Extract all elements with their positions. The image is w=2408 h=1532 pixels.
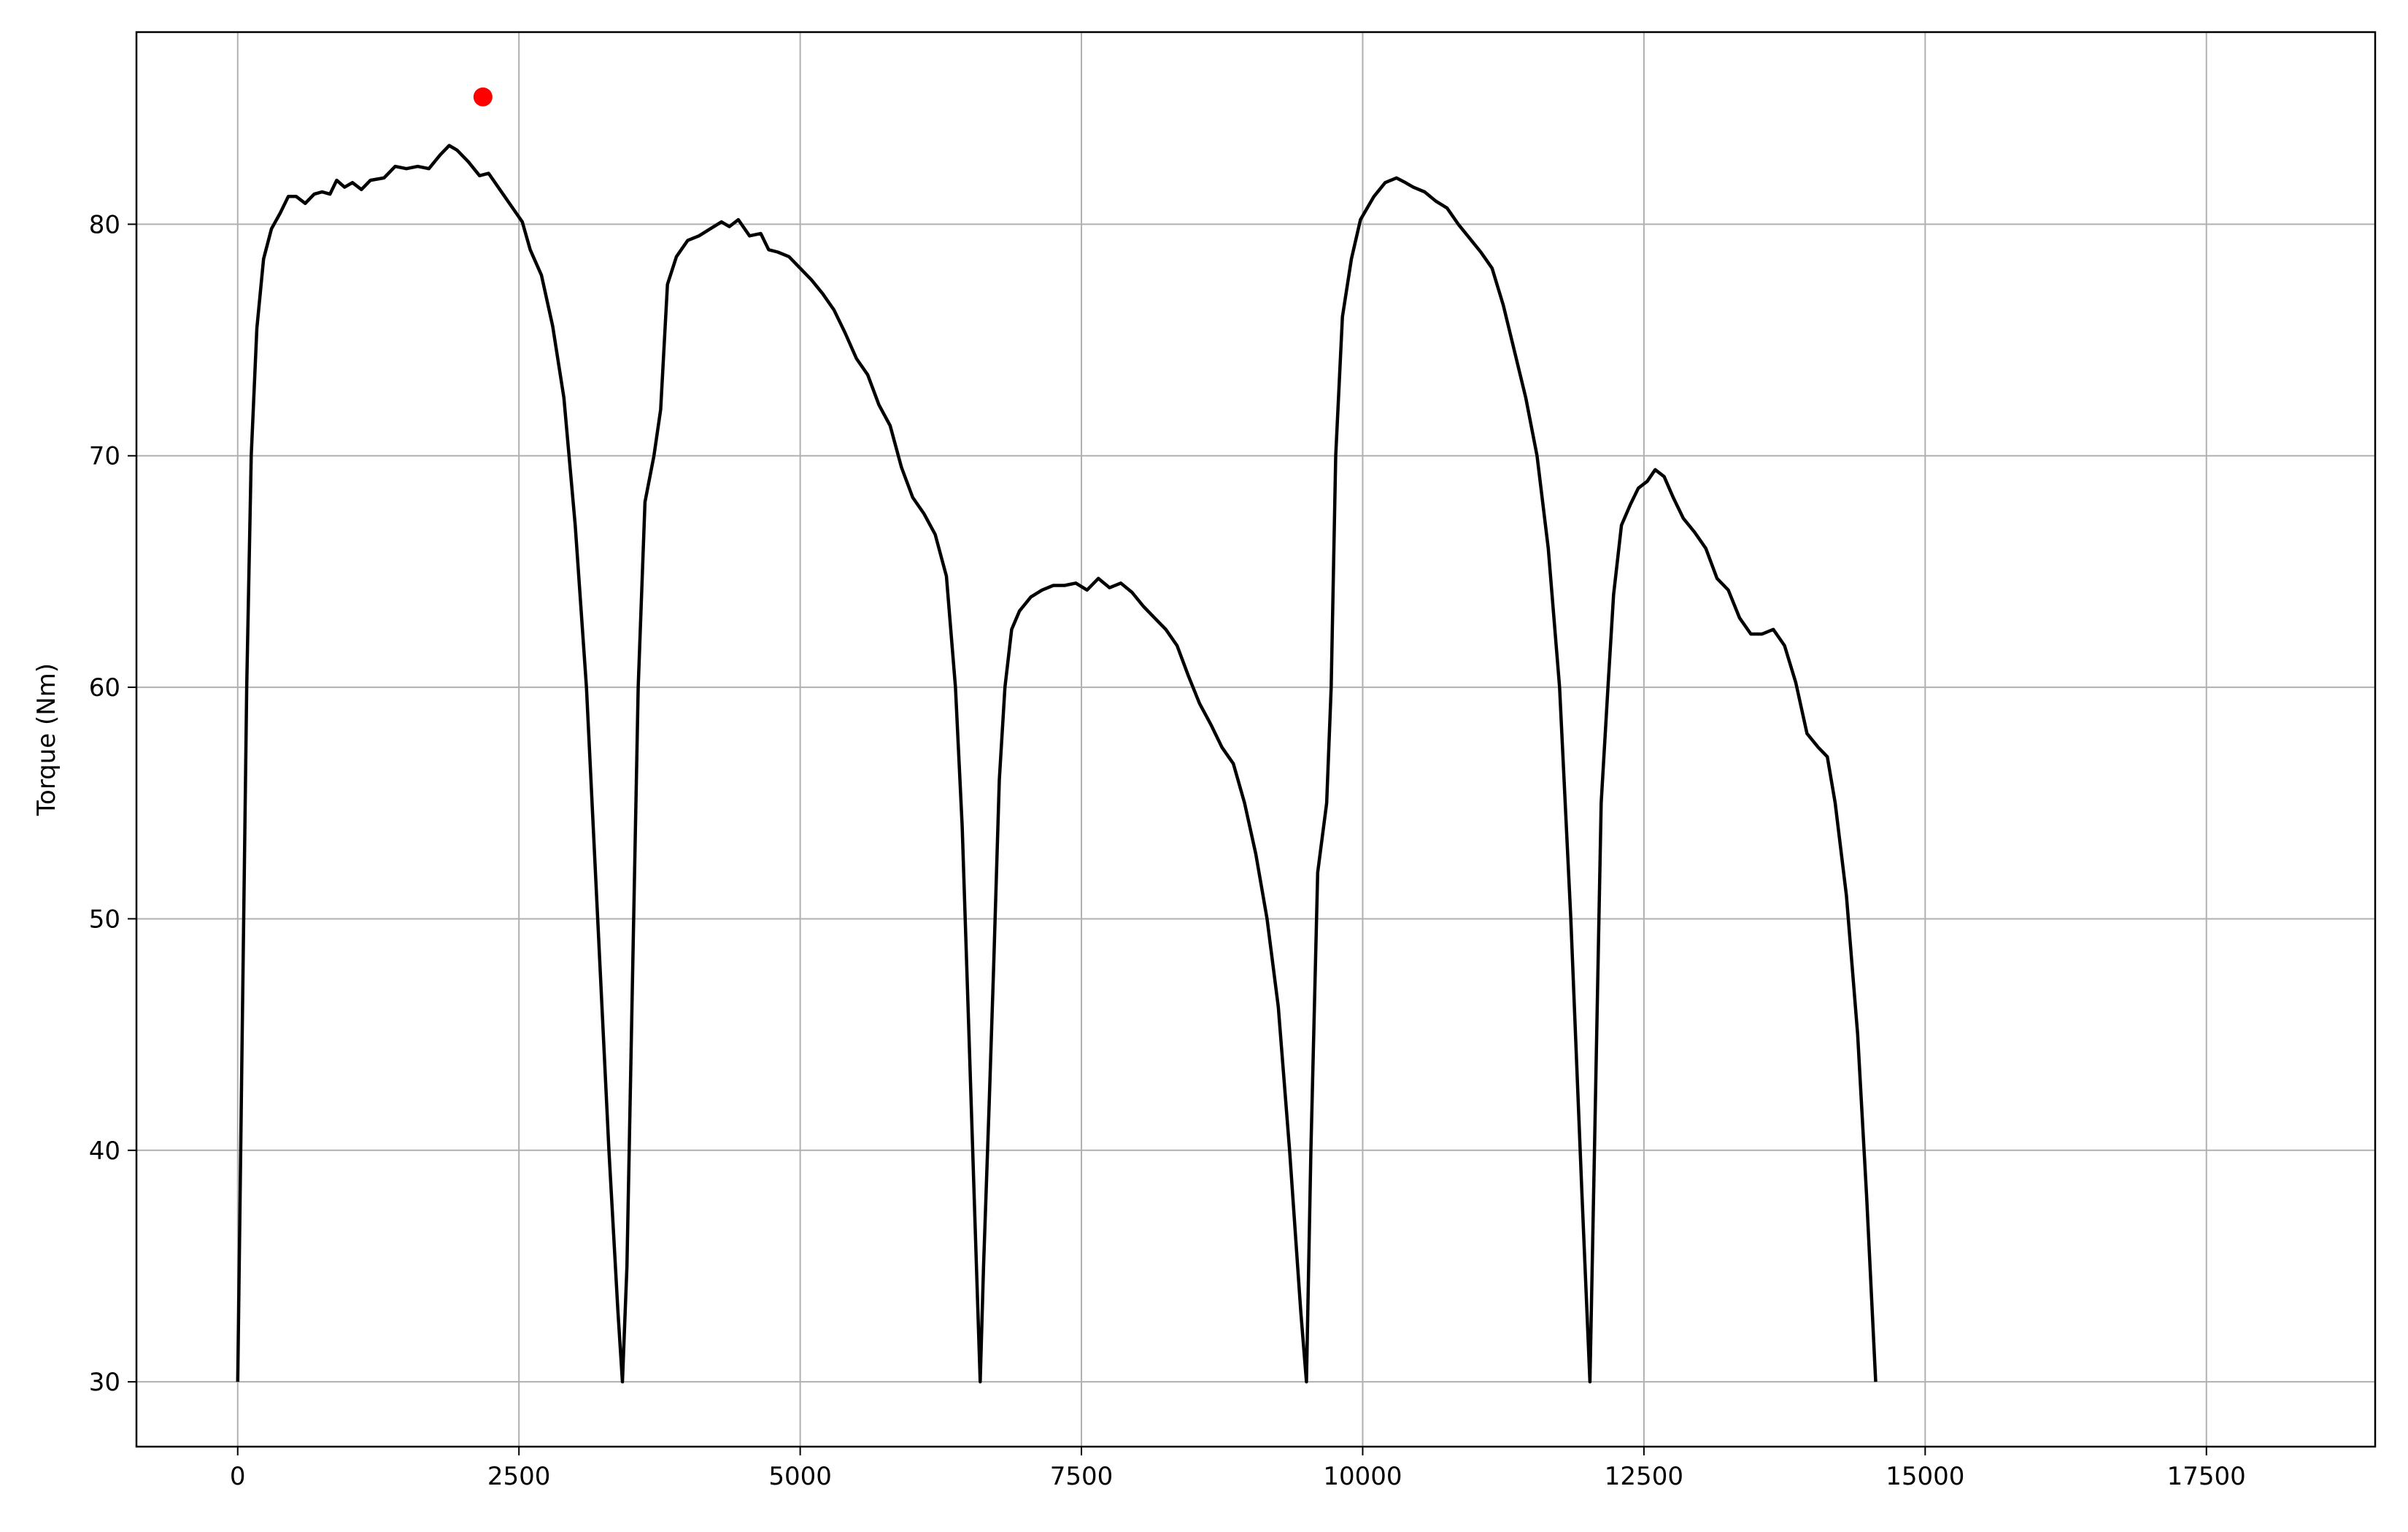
x-tick-label: 2500 <box>487 1462 551 1491</box>
y-tick-label: 30 <box>89 1368 120 1397</box>
y-tick-label: 60 <box>89 673 120 703</box>
plot-frame <box>135 31 2377 1448</box>
y-tick-label: 80 <box>89 210 120 239</box>
x-tick-label: 15000 <box>1886 1462 1964 1491</box>
x-tick-label: 5000 <box>768 1462 832 1491</box>
series-group <box>236 144 1878 1384</box>
x-tick-label: 0 <box>230 1462 246 1491</box>
y-tick-label: 40 <box>89 1137 120 1166</box>
grid-lines <box>136 32 2375 1447</box>
x-tick-label: 12500 <box>1605 1462 1683 1491</box>
series-line <box>236 144 1878 1384</box>
y-axis: 30 40 50 60 70 80 <box>89 210 136 1397</box>
marker-group <box>473 87 493 107</box>
peak-marker <box>473 87 493 107</box>
x-tick-label: 10000 <box>1323 1462 1402 1491</box>
x-axis: 0 2500 5000 7500 10000 12500 15000 17500 <box>230 1447 2246 1491</box>
y-axis-label: Torque (Nm) <box>32 663 61 816</box>
y-tick-label: 50 <box>89 905 120 934</box>
x-tick-label: 17500 <box>2167 1462 2246 1491</box>
x-tick-label: 7500 <box>1050 1462 1114 1491</box>
y-tick-label: 70 <box>89 442 120 471</box>
